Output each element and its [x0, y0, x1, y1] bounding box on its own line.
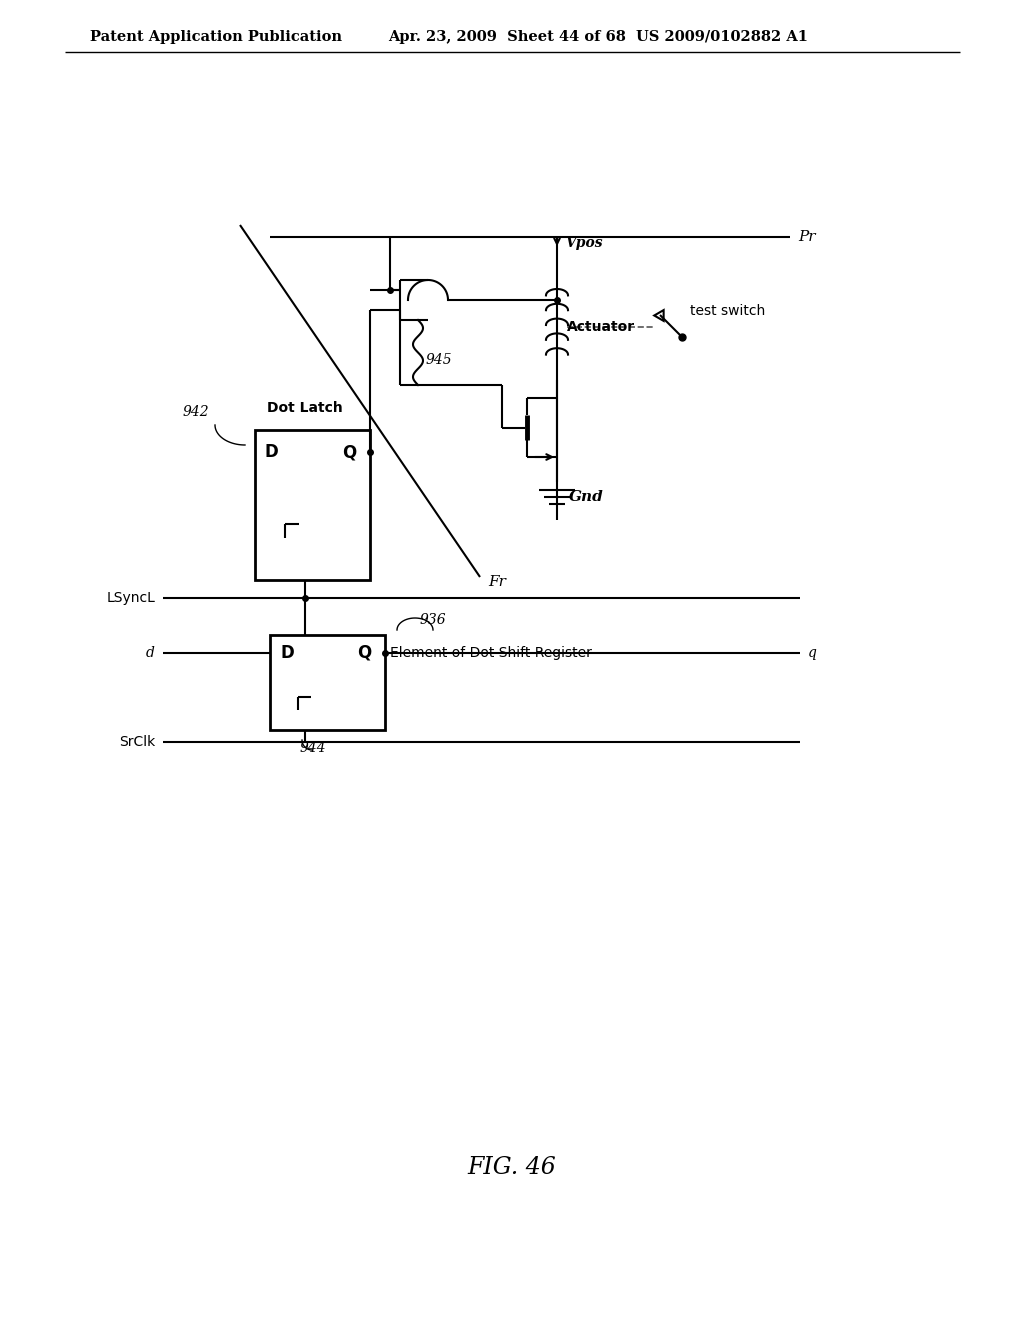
Text: Actuator: Actuator — [567, 319, 635, 334]
Text: Q: Q — [342, 444, 356, 461]
Text: FIG. 46: FIG. 46 — [468, 1156, 556, 1180]
Text: 944: 944 — [300, 741, 327, 755]
Text: Element of Dot Shift Register: Element of Dot Shift Register — [390, 645, 592, 660]
Text: 942: 942 — [183, 405, 210, 418]
Text: D: D — [280, 644, 294, 663]
Text: SrClk: SrClk — [119, 735, 155, 748]
Text: 945: 945 — [426, 352, 453, 367]
Text: Fr: Fr — [488, 576, 506, 589]
Bar — [255, 430, 370, 579]
Text: Gnd: Gnd — [569, 490, 604, 504]
Text: Patent Application Publication: Patent Application Publication — [90, 30, 342, 44]
Bar — [270, 635, 385, 730]
Text: Dot Latch: Dot Latch — [267, 401, 343, 414]
Text: Q: Q — [357, 644, 372, 663]
Text: 936: 936 — [420, 612, 446, 627]
Text: q: q — [808, 645, 817, 660]
Text: US 2009/0102882 A1: US 2009/0102882 A1 — [636, 30, 808, 44]
Text: Pr: Pr — [798, 230, 815, 244]
Text: test switch: test switch — [690, 304, 765, 318]
Text: LSyncL: LSyncL — [106, 591, 155, 605]
Text: D: D — [265, 444, 279, 461]
Text: Apr. 23, 2009  Sheet 44 of 68: Apr. 23, 2009 Sheet 44 of 68 — [388, 30, 626, 44]
Text: Vpos: Vpos — [565, 236, 602, 249]
Text: d: d — [146, 645, 155, 660]
